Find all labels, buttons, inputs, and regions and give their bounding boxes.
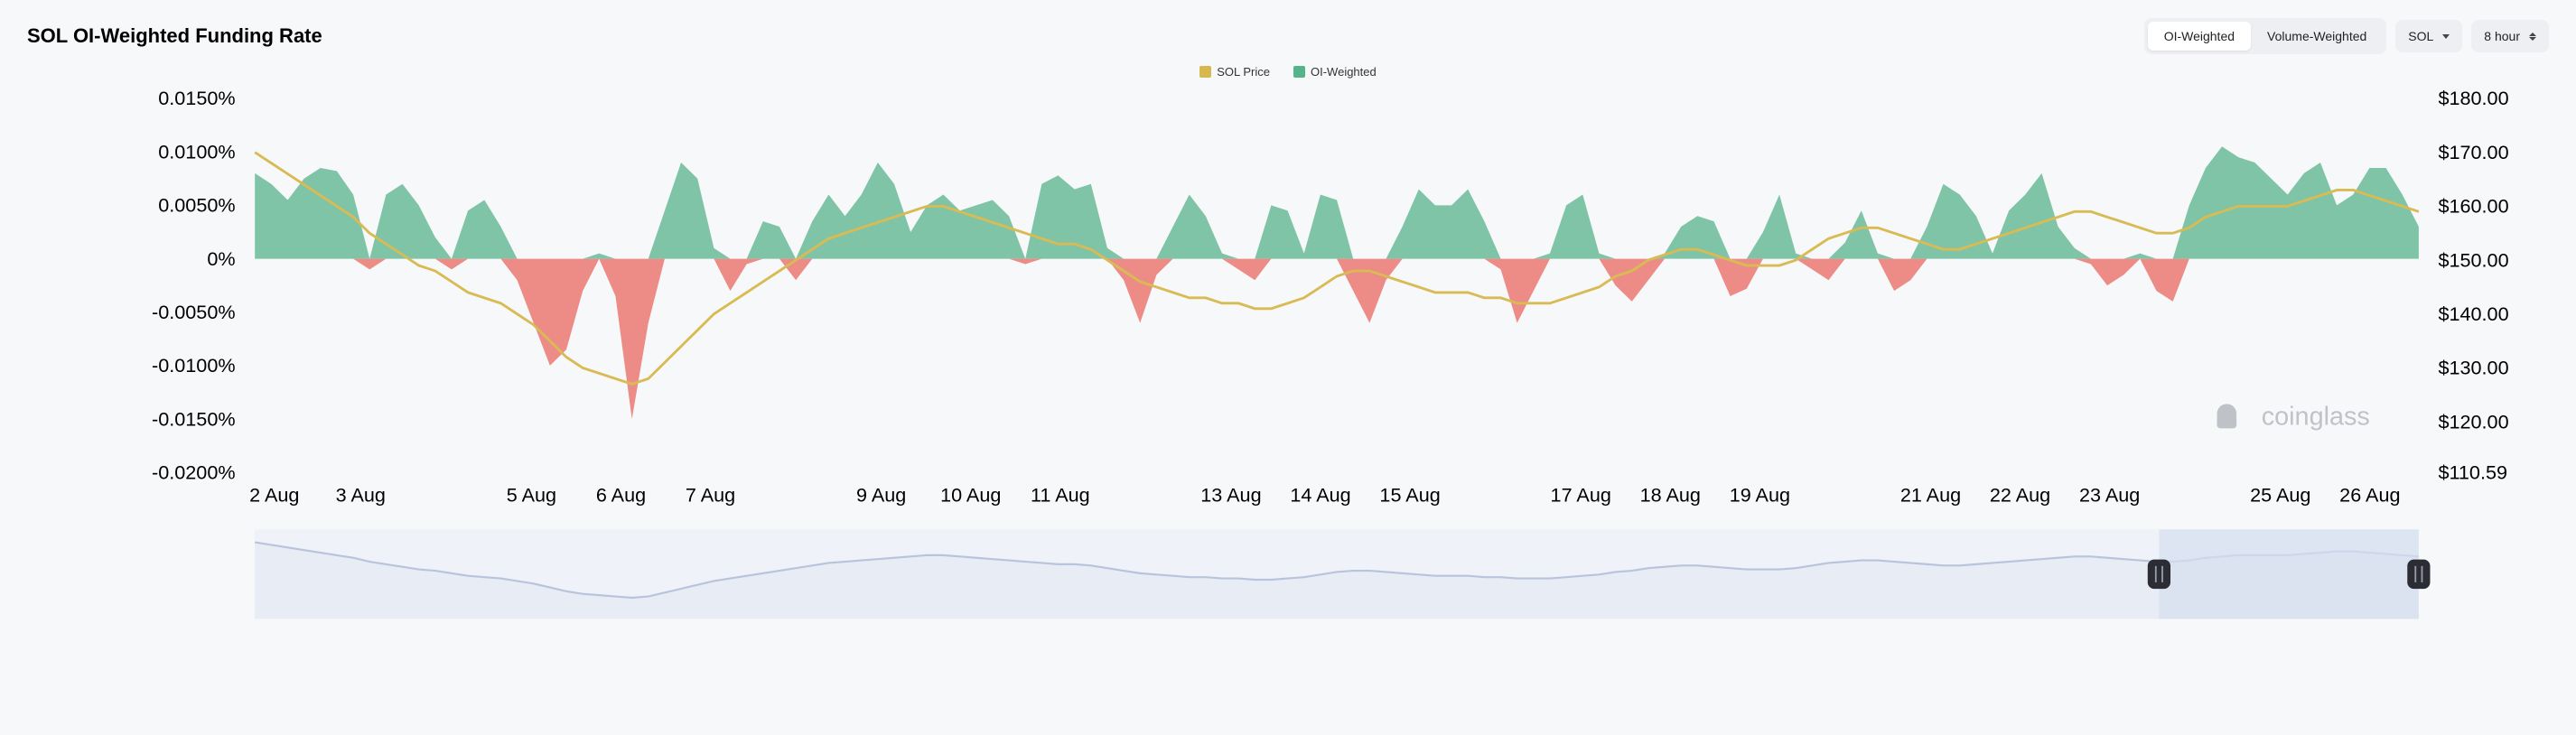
svg-text:3 Aug: 3 Aug (336, 484, 386, 507)
svg-text:-0.0150%: -0.0150% (152, 407, 236, 430)
svg-text:10 Aug: 10 Aug (940, 484, 1001, 507)
svg-text:21 Aug: 21 Aug (1900, 484, 1961, 507)
svg-text:-0.0200%: -0.0200% (152, 461, 236, 484)
navigator-brush[interactable] (2159, 529, 2418, 619)
tab-volume-weighted[interactable]: Volume-Weighted (2251, 22, 2383, 51)
weighting-segmented: OI-Weighted Volume-Weighted (2144, 18, 2387, 54)
svg-text:$170.00: $170.00 (2438, 141, 2508, 163)
svg-text:9 Aug: 9 Aug (856, 484, 906, 507)
chevron-down-icon (2442, 34, 2450, 39)
interval-dropdown-label: 8 hour (2484, 29, 2520, 43)
controls-group: OI-Weighted Volume-Weighted SOL 8 hour (2144, 18, 2549, 54)
svg-text:$110.59: $110.59 (2438, 461, 2507, 484)
chart-container: 0.0150% 0.0100% 0.0050% 0% -0.0050% -0.0100% -… (27, 82, 2549, 667)
svg-text:$150.00: $150.00 (2438, 248, 2508, 271)
svg-text:26 Aug: 26 Aug (2339, 484, 2400, 507)
svg-text:-0.0050%: -0.0050% (152, 301, 236, 323)
navigator-handle-left[interactable] (2148, 560, 2170, 589)
svg-text:6 Aug: 6 Aug (596, 484, 646, 507)
svg-text:0.0050%: 0.0050% (158, 194, 235, 217)
svg-text:23 Aug: 23 Aug (2079, 484, 2140, 507)
svg-text:13 Aug: 13 Aug (1200, 484, 1261, 507)
svg-text:$120.00: $120.00 (2438, 410, 2508, 433)
svg-text:19 Aug: 19 Aug (1730, 484, 1790, 507)
funding-positive-area (255, 146, 2419, 258)
updown-icon (2529, 33, 2536, 41)
svg-text:$130.00: $130.00 (2438, 357, 2508, 379)
legend-swatch-price (1199, 66, 1211, 78)
svg-text:0%: 0% (207, 247, 235, 270)
asset-dropdown[interactable]: SOL (2395, 20, 2462, 52)
legend-item-price[interactable]: SOL Price (1199, 65, 1270, 79)
header-row: SOL OI-Weighted Funding Rate OI-Weighted… (27, 18, 2549, 54)
tab-oi-weighted[interactable]: OI-Weighted (2148, 22, 2251, 51)
funding-negative-area (255, 259, 2419, 420)
svg-text:17 Aug: 17 Aug (1551, 484, 1611, 507)
svg-text:$180.00: $180.00 (2438, 87, 2508, 109)
svg-text:11 Aug: 11 Aug (1031, 484, 1090, 507)
svg-text:0.0150%: 0.0150% (158, 87, 235, 109)
svg-text:15 Aug: 15 Aug (1379, 484, 1440, 507)
svg-text:0.0100%: 0.0100% (158, 140, 235, 163)
legend-item-oi[interactable]: OI-Weighted (1293, 65, 1377, 79)
svg-text:-0.0100%: -0.0100% (152, 354, 236, 377)
legend-label-oi: OI-Weighted (1311, 65, 1377, 79)
svg-text:$140.00: $140.00 (2438, 302, 2508, 325)
chart-legend: SOL Price OI-Weighted (27, 65, 2549, 79)
svg-text:5 Aug: 5 Aug (507, 484, 556, 507)
svg-text:14 Aug: 14 Aug (1290, 484, 1350, 507)
legend-swatch-oi (1293, 66, 1305, 78)
chart-svg[interactable]: 0.0150% 0.0100% 0.0050% 0% -0.0050% -0.0100% -… (27, 82, 2549, 667)
legend-label-price: SOL Price (1217, 65, 1270, 79)
navigator-handle-right[interactable] (2407, 560, 2430, 589)
svg-text:18 Aug: 18 Aug (1640, 484, 1701, 507)
svg-text:25 Aug: 25 Aug (2250, 484, 2310, 507)
svg-text:2 Aug: 2 Aug (249, 484, 299, 507)
svg-text:22 Aug: 22 Aug (1990, 484, 2050, 507)
svg-text:$160.00: $160.00 (2438, 195, 2508, 218)
interval-dropdown[interactable]: 8 hour (2471, 20, 2549, 52)
svg-text:7 Aug: 7 Aug (686, 484, 735, 507)
chart-title: SOL OI-Weighted Funding Rate (27, 24, 322, 48)
asset-dropdown-label: SOL (2408, 29, 2433, 43)
watermark: coinglass (2262, 403, 2370, 432)
